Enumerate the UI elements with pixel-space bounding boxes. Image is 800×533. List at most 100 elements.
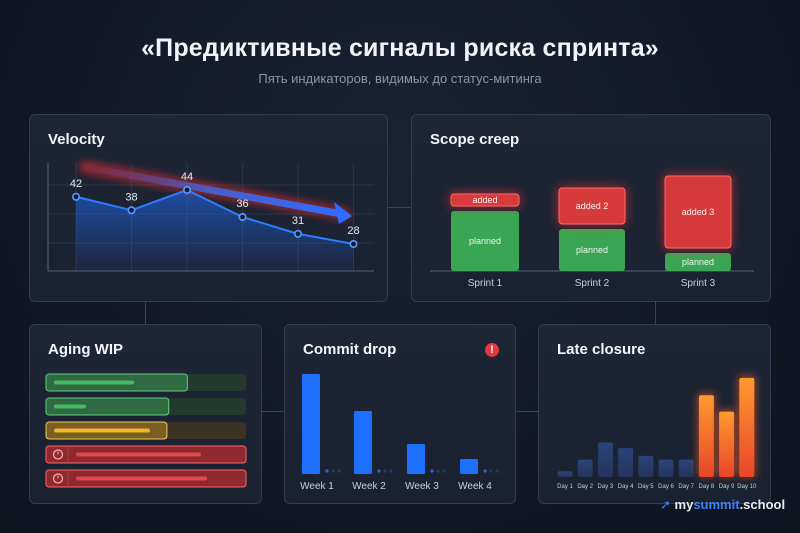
late-bar [597, 442, 613, 477]
trend-arrow-head [334, 202, 352, 224]
scope-creep-chart: planned added Sprint 1 planned added 2 Sprint… [430, 174, 754, 289]
commit-drop-chart: Week 1 Week 2 Week 3 Week 4 [300, 374, 499, 492]
category-tick-label: Day 2 [577, 484, 593, 490]
connector-line [655, 302, 656, 324]
wip-progress-fill [76, 452, 201, 457]
velocity-title: Velocity [48, 131, 105, 148]
aging-wip-title: Aging WIP [48, 341, 123, 358]
commit-dot [383, 469, 387, 473]
wip-progress-fill [76, 476, 208, 481]
category-tick-label: Sprint 2 [575, 278, 610, 289]
page-title: «Предиктивные сигналы риска спринта» [141, 34, 659, 62]
wip-progress-fill [54, 428, 150, 433]
velocity-data-label: 31 [292, 215, 304, 227]
late-bar [618, 448, 634, 477]
brand-mark-icon: ➚ [660, 497, 671, 512]
added-segment-label: added 2 [576, 201, 609, 211]
late-bar [658, 459, 674, 477]
commit-dot [442, 469, 446, 473]
category-tick-label: Sprint 1 [468, 278, 503, 289]
wip-item-bar [45, 397, 170, 416]
commit-dot [489, 469, 493, 473]
connector-line [145, 302, 146, 324]
commit-dot [436, 469, 440, 473]
planned-segment-label: planned [576, 245, 608, 255]
category-tick-label: Week 2 [352, 481, 386, 492]
category-tick-label: Day 3 [598, 484, 614, 490]
added-segment [450, 193, 520, 207]
category-tick-label: Day 9 [719, 484, 735, 490]
commit-dot [389, 469, 393, 473]
category-tick-label: Day 7 [678, 484, 694, 490]
category-tick-label: Sprint 3 [681, 278, 716, 289]
late-bar [739, 377, 755, 477]
late-bar [557, 471, 573, 477]
category-tick-label: Day 6 [658, 484, 674, 490]
category-tick-label: Week 4 [458, 481, 492, 492]
category-tick-label: Day 1 [557, 484, 573, 490]
commit-bar [460, 459, 478, 474]
velocity-point [71, 192, 80, 201]
added-segment-label: added 3 [682, 207, 715, 217]
velocity-data-label: 44 [181, 171, 193, 183]
aging-wip-chart [45, 373, 247, 488]
commit-drop-card: Commit drop Week 1 Week 2 Week 3 Week 4 [284, 324, 516, 504]
commit-bar [354, 411, 372, 474]
wip-progress-fill [54, 404, 86, 409]
category-tick-label: Day 10 [737, 484, 757, 490]
commit-dot [430, 469, 434, 473]
commit-bar [407, 444, 425, 474]
commit-dot [377, 469, 381, 473]
planned-segment [559, 229, 625, 271]
category-tick-label: Day 5 [638, 484, 654, 490]
category-tick-label: Week 1 [300, 481, 334, 492]
late-closure-title: Late closure [557, 341, 646, 358]
commit-dot [331, 469, 335, 473]
velocity-point [183, 186, 192, 195]
trend-arrow-shaft [81, 163, 346, 218]
commit-drop-title: Commit drop [303, 341, 397, 358]
planned-segment [451, 211, 519, 271]
added-segment [558, 187, 626, 225]
brand-logo: ➚ mysummit.school [660, 497, 786, 512]
clock-icon [52, 473, 64, 484]
late-bar [678, 459, 694, 477]
late-bar [577, 459, 593, 477]
late-closure-card: Late closure Day 1 Day 2 Day 3 Day 4 Day 5 Da… [538, 324, 771, 504]
velocity-data-label: 28 [347, 225, 359, 237]
velocity-point [293, 229, 302, 238]
velocity-chart: 42 38 44 36 31 28 [47, 161, 374, 272]
late-bar [638, 455, 654, 477]
velocity-card: Velocity 42 38 44 36 31 28 [29, 114, 388, 302]
connector-line [388, 207, 412, 208]
commit-dot [495, 469, 499, 473]
velocity-data-label: 38 [125, 191, 137, 203]
planned-segment-label: planned [682, 257, 714, 267]
planned-segment [665, 253, 731, 271]
commit-dot [337, 469, 341, 473]
scope-creep-card: Scope creep planned added Sprint 1 planned a… [411, 114, 771, 302]
category-tick-label: Day 4 [618, 484, 634, 490]
velocity-point [127, 206, 136, 215]
page-subtitle: Пять индикаторов, видимых до статус-мити… [258, 71, 542, 86]
commit-dot [325, 469, 329, 473]
category-tick-label: Day 8 [699, 484, 715, 490]
velocity-line [75, 188, 354, 245]
velocity-point [238, 213, 247, 222]
commit-dot [483, 469, 487, 473]
late-bar [719, 411, 735, 477]
late-bar [698, 395, 714, 477]
clock-icon [52, 449, 64, 460]
aging-wip-card: Aging WIP [29, 324, 262, 504]
category-tick-label: Week 3 [405, 481, 439, 492]
velocity-area [76, 190, 354, 271]
scope-creep-title: Scope creep [430, 131, 520, 148]
late-closure-chart: Day 1 Day 2 Day 3 Day 4 Day 5 Day 6 Day 7 Day 8… [557, 375, 757, 490]
alert-icon: ! [485, 343, 499, 357]
added-segment [664, 175, 732, 249]
wip-progress-fill [54, 380, 134, 385]
connector-line [516, 411, 538, 412]
connector-line [262, 411, 284, 412]
added-segment-label: added [472, 195, 497, 205]
velocity-point [349, 240, 358, 249]
